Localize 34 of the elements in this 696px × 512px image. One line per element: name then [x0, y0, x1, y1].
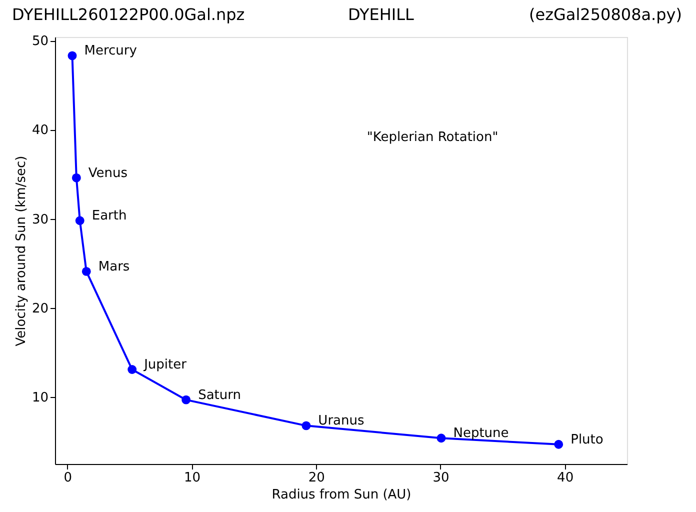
text: (ezGal250808a.py) [529, 5, 682, 24]
x-tick-label: 0 [64, 470, 72, 486]
y-tick-label: 40 [32, 123, 48, 138]
annotation: Uranus [318, 414, 364, 429]
annotation: Venus [88, 166, 128, 181]
y-tick-label: 50 [32, 34, 48, 50]
point [128, 365, 137, 374]
point [436, 434, 446, 443]
x-tick-label: 30 [432, 470, 450, 486]
x-tick-label: 10 [184, 470, 201, 486]
point [182, 395, 191, 404]
y-tick-label: 20 [32, 302, 48, 316]
x-tick-label: 40 [557, 470, 574, 486]
annotation: "Keplerian Rotation" [366, 130, 498, 145]
annotation: Mars [98, 259, 130, 274]
chart-title: DYEHILL260122P00.0Gal.npz [12, 5, 245, 24]
annotation: Mercury [84, 44, 138, 59]
point [75, 216, 84, 226]
point [554, 440, 564, 449]
y-tick-label: 10 [32, 390, 48, 406]
x-axis-title: Radius from Sun (AU) [272, 488, 412, 502]
y-axis-title: Velocity around Sun (km/sec) [14, 156, 29, 346]
point [302, 421, 311, 430]
text: DYEHILL [348, 5, 414, 24]
point [82, 266, 91, 276]
y-tick-label: 30 [32, 212, 48, 228]
annotation: Jupiter [143, 358, 188, 373]
annotation: Pluto [570, 432, 604, 448]
point [68, 51, 77, 60]
annotation: Neptune [453, 426, 509, 442]
annotation: Saturn [198, 388, 241, 403]
annotation: Earth [92, 208, 127, 224]
x-tick-label: 20 [308, 470, 325, 486]
point [72, 173, 81, 182]
